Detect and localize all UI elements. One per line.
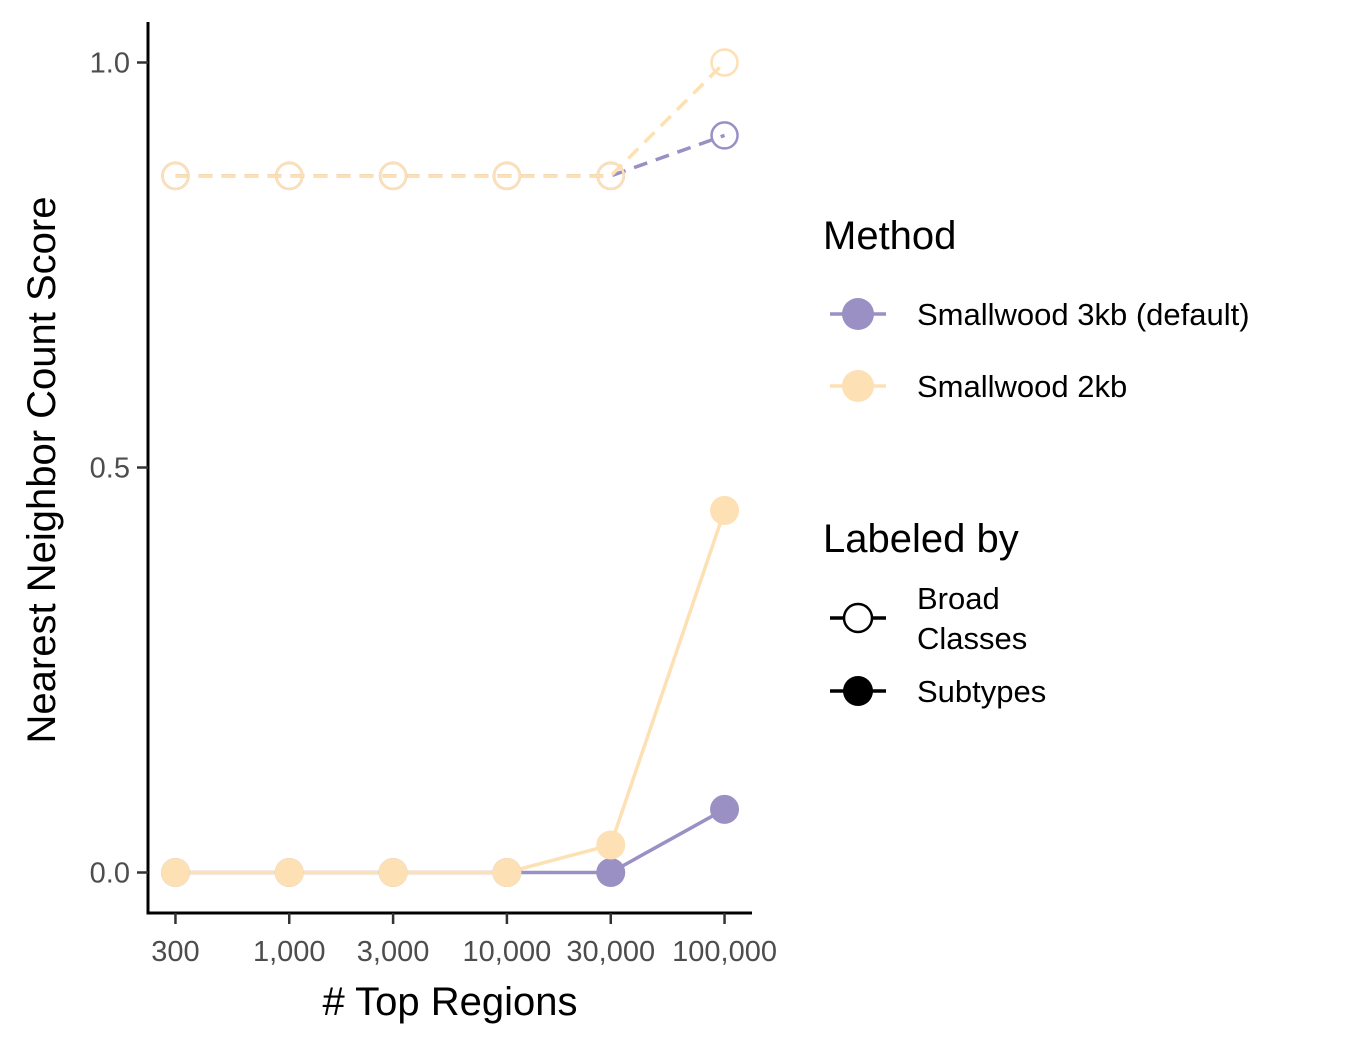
legend-label-smallwood-2kb: Smallwood 2kb <box>917 369 1127 404</box>
data-point-smallwood-3kb-default-broad-classes <box>710 121 739 150</box>
legend-label-broad-classes: Broad Classes <box>917 581 1027 656</box>
legend-key-marker <box>842 602 874 634</box>
series-line-smallwood-3kb-default-broad-classes <box>175 133 726 178</box>
legend-labeled-by-items: Broad Classes Subtypes <box>830 581 1046 709</box>
y-tick-label: 0.0 <box>90 858 130 890</box>
x-tick-label: 100,000 <box>672 936 777 968</box>
data-point-smallwood-2kb-subtypes <box>274 858 304 887</box>
legend-label-subtypes: Subtypes <box>917 674 1046 709</box>
data-point-smallwood-2kb-subtypes <box>160 858 190 887</box>
series-line-smallwood-3kb-default-subtypes <box>175 807 726 875</box>
y-axis: 0.0 0.5 1.0 <box>90 22 150 915</box>
x-tick-label: 3,000 <box>357 936 430 968</box>
x-tick-label: 10,000 <box>463 936 552 968</box>
data-point-smallwood-2kb-subtypes <box>378 858 408 887</box>
y-tick-label: 1.0 <box>90 48 130 80</box>
legend-key-marker <box>843 676 873 706</box>
legend-label-smallwood-3kb-default: Smallwood 3kb (default) <box>917 297 1250 332</box>
data-point-smallwood-2kb-broad-classes <box>596 161 625 191</box>
plot-area <box>160 48 740 887</box>
x-axis-title: # Top Regions <box>323 980 578 1024</box>
data-point-smallwood-2kb-subtypes <box>492 858 522 887</box>
data-point-smallwood-2kb-broad-classes <box>275 161 304 191</box>
x-tick-label: 1,000 <box>253 936 326 968</box>
x-axis: 300 1,000 3,000 10,000 30,000 100,000 <box>146 911 777 968</box>
data-point-smallwood-2kb-broad-classes <box>710 48 739 77</box>
legend-method-items: Smallwood 3kb (default) Smallwood 2kb <box>830 297 1250 404</box>
series-line-smallwood-2kb-subtypes <box>175 509 727 875</box>
x-tick-label: 30,000 <box>566 936 655 968</box>
data-point-smallwood-2kb-subtypes <box>596 830 626 860</box>
data-point-smallwood-2kb-broad-classes <box>492 161 522 191</box>
y-tick-label: 0.5 <box>90 453 130 485</box>
legend-labeled-by-title: Labeled by <box>823 517 1019 561</box>
data-point-smallwood-3kb-default-subtypes <box>596 858 626 887</box>
legend-method-title: Method <box>823 214 956 258</box>
legend: Method Labeled by Smallwood 3kb (default… <box>823 214 1250 709</box>
data-point-smallwood-2kb-broad-classes <box>161 161 190 191</box>
x-tick-label: 300 <box>151 936 199 968</box>
legend-key-marker <box>842 298 874 330</box>
series-line-smallwood-2kb-broad-classes <box>175 61 726 178</box>
data-point-smallwood-2kb-broad-classes <box>378 161 408 191</box>
data-point-smallwood-2kb-subtypes <box>710 495 740 525</box>
y-axis-title: Nearest Neighbor Count Score <box>20 197 64 744</box>
data-point-smallwood-3kb-default-subtypes <box>710 794 740 824</box>
legend-key-marker <box>842 370 874 402</box>
